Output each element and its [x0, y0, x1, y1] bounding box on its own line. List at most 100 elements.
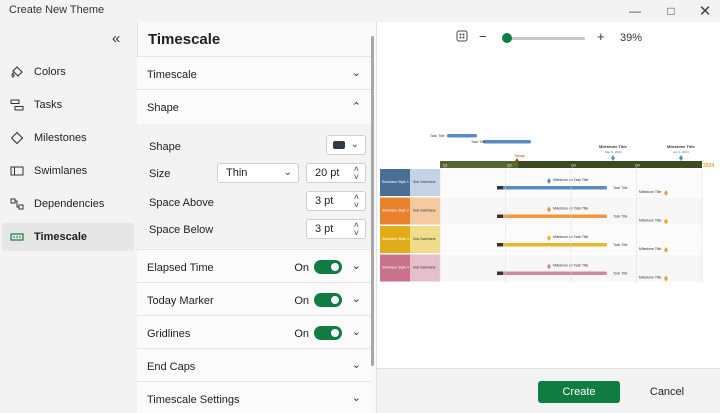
top-milestone-title-1: Milestone Title [599, 144, 627, 149]
zoom-out-icon[interactable]: − [479, 29, 487, 44]
sub-swimlane-name: Sub-Swimlane [413, 209, 436, 213]
zoom-in-icon[interactable]: + [597, 29, 605, 44]
chevron-down-icon: ⌄ [351, 392, 361, 404]
swimlane-name: Swimlane Style 3 [382, 237, 409, 241]
sidebar-item-label: Swimlanes [34, 165, 88, 177]
task-label: Task Title [613, 186, 628, 190]
elapsed-time-toggle[interactable] [314, 260, 342, 274]
section-label: End Caps [147, 361, 196, 373]
section-shape-header[interactable]: Shape ⌃ [137, 89, 371, 124]
milestone-on-task [547, 206, 551, 213]
chevron-down-icon: ⌄ [351, 293, 361, 305]
panel-title: Timescale [148, 31, 221, 48]
sidebar-item-label: Dependencies [34, 198, 105, 210]
sidebar-item-label: Timescale [34, 231, 88, 243]
swimlane-header [380, 254, 410, 282]
section-elapsed-time[interactable]: Elapsed Time On ⌄ [137, 249, 371, 282]
dialog-footer: Create Cancel [377, 368, 720, 413]
section-gridlines[interactable]: Gridlines On ⌄ [137, 315, 371, 348]
chevron-down-icon: ⌄ [351, 260, 361, 272]
chevron-down-icon: ⌄ [351, 67, 361, 79]
today-marker-toggle[interactable] [314, 293, 342, 307]
close-icon[interactable]: ✕ [698, 3, 712, 20]
zoom-slider-thumb[interactable] [501, 33, 512, 43]
section-end-caps[interactable]: End Caps ⌄ [137, 348, 371, 381]
size-label: Size [149, 168, 171, 180]
space-below-stepper[interactable]: 3 pt ˄ ˅ [306, 219, 366, 239]
milestone-on-task [547, 263, 551, 270]
gridlines-toggle[interactable] [314, 326, 342, 340]
sidebar-item-label: Tasks [34, 99, 63, 111]
stepper-icon: ˄ ˅ [353, 192, 359, 210]
settings-scrollbar[interactable] [371, 36, 374, 366]
sidebar-item-tasks[interactable]: Tasks [2, 91, 134, 119]
size-pt-value: 20 pt [315, 167, 340, 179]
minimize-icon[interactable]: — [629, 4, 641, 18]
milestone-label: Milestone Title [639, 276, 661, 280]
swimlanes-icon [9, 163, 25, 179]
swimlane-name: Swimlane Style 4 [382, 266, 409, 270]
tasks-icon [9, 97, 25, 113]
sidebar-item-swimlanes[interactable]: Swimlanes [2, 157, 134, 185]
section-label: Shape [147, 102, 179, 114]
task-bar [497, 271, 607, 275]
sub-swimlane-name: Sub-Swimlane [413, 266, 436, 270]
timescale-icon [9, 229, 25, 245]
cancel-button[interactable]: Cancel [649, 386, 685, 398]
section-today-marker[interactable]: Today Marker On ⌄ [137, 282, 371, 315]
create-button[interactable]: Create [538, 381, 620, 403]
timeline-preview: Task Title Task Title Milestone Title Ma… [380, 134, 714, 283]
sidebar-item-label: Milestones [34, 132, 87, 144]
sidebar-item-dependencies[interactable]: Dependencies [2, 190, 134, 218]
quarter-label-4: Q4 [635, 164, 640, 168]
space-above-stepper[interactable]: 3 pt ˄ ˅ [306, 191, 366, 211]
sidebar-item-milestones[interactable]: Milestones [2, 124, 134, 152]
section-label: Elapsed Time [147, 262, 214, 274]
dependencies-icon [9, 196, 25, 212]
zoom-slider[interactable] [501, 33, 585, 43]
space-above-label: Space Above [149, 197, 214, 209]
today-label: Today [514, 153, 525, 158]
zoom-level: 39% [620, 32, 643, 44]
sidebar-item-colors[interactable]: Colors [2, 58, 134, 86]
milestone-marker [664, 218, 668, 225]
sub-swimlane-name: Sub-Swimlane [413, 237, 436, 241]
top-task-label-1: Task Title [430, 134, 445, 138]
double-chevron-left-icon[interactable]: « [112, 30, 121, 47]
paint-bucket-icon [9, 64, 25, 80]
milestone-label: Milestone Title [639, 219, 661, 223]
swimlane-name: Swimlane Style 1 [382, 180, 409, 184]
shape-settings: Shape ⌄ Size Thin ⌄ 20 pt ˄ ˅ Space Above… [137, 124, 371, 248]
size-pt-stepper[interactable]: 20 pt ˄ ˅ [306, 163, 366, 183]
shape-color-dropdown[interactable]: ⌄ [326, 135, 366, 155]
sub-swimlane-name: Sub-Swimlane [413, 180, 436, 184]
sidebar-item-timescale[interactable]: Timescale [2, 223, 134, 251]
top-milestone-date-2: Jun 4, 2024 [673, 150, 689, 154]
title-bar: Create New Theme — □ ✕ [0, 0, 720, 22]
maximize-icon[interactable]: □ [667, 4, 675, 18]
section-timescale-settings[interactable]: Timescale Settings ⌄ [137, 381, 371, 413]
sub-swimlane-header [410, 226, 440, 253]
swimlane-name: Swimlane Style 2 [382, 209, 409, 213]
sidebar-item-label: Colors [34, 66, 66, 78]
task-bar [497, 214, 607, 218]
top-milestone-title-2: Milestone Title [667, 144, 695, 149]
size-dropdown[interactable]: Thin ⌄ [217, 163, 299, 183]
milestone-on-task-label: Milestone on Task Title [553, 264, 588, 268]
sub-swimlane-header [410, 254, 440, 282]
sub-swimlane-header [410, 197, 440, 225]
diamond-icon [9, 130, 25, 146]
milestone-on-task [547, 235, 551, 241]
top-milestone-date-1: May 9, 2024 [605, 150, 622, 154]
milestone-on-task-label: Milestone on Task Title [553, 207, 588, 211]
swimlane-header [380, 197, 410, 225]
sidebar: « Colors Tasks Milestones Swimlanes Depe… [0, 22, 137, 413]
preview-panel: − + 39% Task Title Task Title Milestone … [377, 22, 720, 368]
task-bar-cap [497, 186, 503, 190]
quarter-label-2: Q2 [507, 164, 512, 168]
task-bar [497, 243, 607, 247]
section-timescale[interactable]: Timescale ⌄ [137, 56, 371, 89]
task-bar-cap [497, 214, 503, 218]
space-below-value: 3 pt [315, 223, 334, 235]
fit-to-screen-icon[interactable] [456, 30, 468, 45]
